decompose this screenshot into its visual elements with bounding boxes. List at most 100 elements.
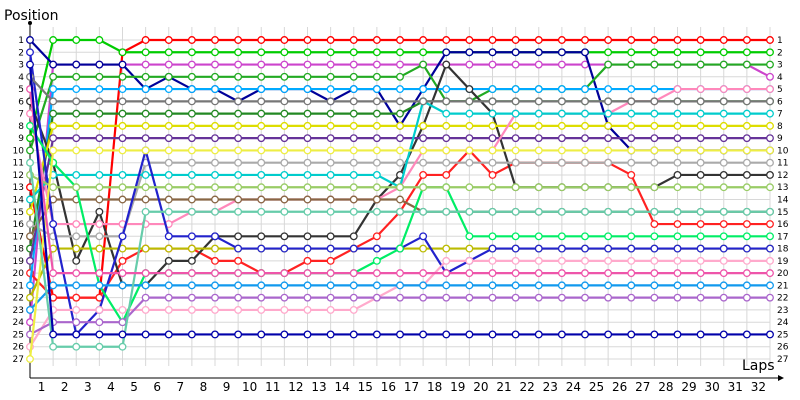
data-point	[465, 244, 474, 253]
data-point	[349, 195, 358, 204]
data-point	[141, 72, 150, 81]
data-point	[187, 232, 196, 241]
data-point	[719, 232, 728, 241]
data-point	[211, 48, 219, 57]
data-point	[257, 72, 266, 81]
data-point	[303, 171, 312, 179]
data-point	[349, 134, 358, 143]
data-point	[372, 158, 381, 167]
x-tick-label: 8	[200, 380, 208, 394]
data-point	[118, 330, 127, 339]
data-point	[164, 97, 173, 106]
data-point	[742, 109, 751, 118]
y-tick-label-left: 8	[18, 122, 24, 132]
data-point	[511, 97, 520, 106]
data-point	[372, 269, 381, 278]
data-point	[465, 146, 474, 155]
data-point	[696, 121, 705, 130]
data-point	[742, 36, 751, 44]
data-point	[95, 134, 104, 143]
y-tick-label-left: 26	[13, 343, 25, 353]
data-point	[280, 232, 289, 241]
data-point	[742, 183, 751, 192]
data-point	[488, 207, 497, 216]
data-point	[349, 97, 358, 106]
data-point	[650, 48, 659, 57]
data-point	[488, 171, 497, 179]
y-tick-label-left: 21	[13, 281, 24, 291]
data-point	[372, 97, 381, 106]
data-point	[257, 36, 266, 44]
data-point	[372, 146, 381, 155]
data-point	[257, 207, 266, 216]
data-point	[673, 48, 682, 57]
x-tick-label: 26	[612, 380, 627, 394]
x-tick-label: 11	[265, 380, 280, 394]
data-point	[211, 109, 219, 118]
data-point	[72, 134, 81, 143]
data-point	[534, 121, 543, 130]
data-point	[118, 109, 127, 118]
y-tick-label-right: 24	[777, 318, 789, 328]
data-point	[465, 36, 474, 44]
data-point	[581, 183, 589, 192]
data-point	[534, 269, 543, 278]
data-point	[534, 293, 543, 302]
data-point	[604, 281, 613, 290]
data-point	[303, 158, 312, 167]
x-tick-label: 14	[335, 380, 350, 394]
data-point	[349, 281, 358, 290]
data-point	[118, 97, 127, 106]
data-point	[280, 330, 289, 339]
data-point	[372, 85, 381, 94]
data-point	[141, 281, 150, 290]
data-point	[49, 220, 58, 228]
data-point	[303, 195, 312, 204]
series-20	[26, 293, 774, 339]
data-point	[187, 121, 196, 130]
y-tick-label-right: 5	[777, 85, 783, 95]
x-tick-label: 9	[223, 380, 231, 394]
data-point	[211, 195, 219, 204]
y-tick-label-right: 22	[777, 294, 788, 304]
data-point	[372, 60, 381, 69]
data-point	[326, 256, 335, 265]
data-point	[488, 256, 497, 265]
data-point	[696, 293, 705, 302]
data-point	[627, 281, 636, 290]
data-point	[673, 269, 682, 278]
y-tick-label-right: 27	[777, 355, 788, 365]
data-point	[557, 134, 566, 143]
data-point	[604, 36, 613, 44]
data-point	[650, 121, 659, 130]
data-point	[557, 60, 566, 69]
data-point	[141, 183, 150, 192]
data-point	[280, 305, 289, 314]
data-point	[164, 36, 173, 44]
data-point	[234, 36, 243, 44]
data-point	[673, 171, 682, 179]
data-point	[511, 269, 520, 278]
data-point	[326, 281, 335, 290]
data-point	[187, 60, 196, 69]
data-point	[534, 183, 543, 192]
series-7	[26, 85, 774, 290]
data-point	[72, 109, 81, 118]
x-tick-label: 2	[61, 380, 69, 394]
data-point	[164, 146, 173, 155]
data-point	[257, 146, 266, 155]
data-point	[534, 36, 543, 44]
data-point	[650, 293, 659, 302]
series-24	[26, 158, 774, 351]
data-point	[326, 195, 335, 204]
y-ticks-right: 1234567891011121314151617181920212223242…	[777, 36, 789, 365]
data-point	[349, 183, 358, 192]
data-point	[372, 207, 381, 216]
data-point	[72, 281, 81, 290]
y-tick-label-right: 19	[777, 257, 789, 267]
data-point	[465, 269, 474, 278]
data-point	[118, 60, 127, 69]
data-point	[303, 48, 312, 57]
data-point	[581, 330, 589, 339]
data-point	[280, 269, 289, 278]
